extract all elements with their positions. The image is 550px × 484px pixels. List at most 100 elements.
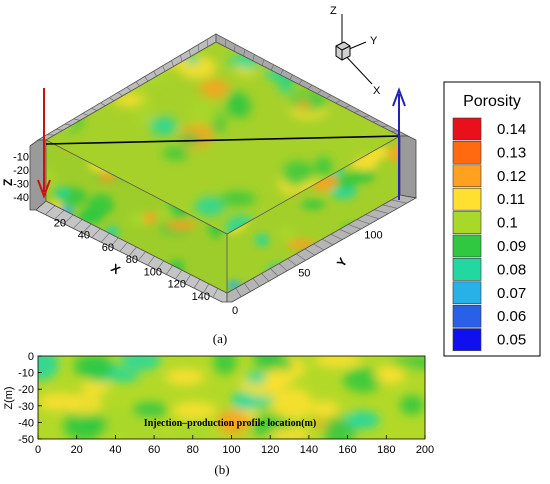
legend-swatch bbox=[452, 281, 482, 305]
legend-level-label: 0.06 bbox=[497, 308, 526, 325]
orientation-triad bbox=[335, 14, 373, 85]
contour-region bbox=[194, 196, 225, 216]
contour-region bbox=[314, 356, 362, 367]
z-axis-label: Z bbox=[1, 179, 15, 186]
contour-region bbox=[281, 161, 314, 188]
z-tick-label: -40 bbox=[13, 192, 29, 204]
z-axis-ticks: -10-20 -30-40 bbox=[13, 152, 29, 205]
panel-b-caption: (b) bbox=[214, 462, 229, 477]
legend-swatch bbox=[452, 187, 482, 211]
legend-swatch bbox=[452, 258, 482, 281]
contour-region bbox=[328, 68, 353, 88]
profile-x-tick-label: 60 bbox=[148, 444, 160, 456]
triad-label-x: X bbox=[373, 85, 381, 97]
y-tick-label: 100 bbox=[364, 230, 382, 242]
contour-region bbox=[314, 156, 333, 177]
contour-region bbox=[226, 89, 243, 118]
legend-swatch bbox=[452, 304, 482, 328]
contour-region bbox=[178, 133, 203, 146]
contour-region bbox=[149, 116, 178, 136]
contour-region bbox=[290, 45, 315, 65]
contour-region bbox=[165, 369, 205, 385]
injection-well-arrow bbox=[37, 88, 51, 199]
profile-y-tick-label: -10 bbox=[18, 368, 34, 380]
contour-region bbox=[125, 416, 164, 439]
x-axis-label: X bbox=[108, 261, 123, 277]
contour-region bbox=[213, 356, 237, 375]
legend-swatch bbox=[452, 328, 482, 351]
contour-region bbox=[400, 395, 424, 415]
contour-region bbox=[134, 98, 153, 125]
x-tick-label: 20 bbox=[54, 217, 66, 229]
contour-region bbox=[166, 220, 197, 231]
contour-region bbox=[356, 273, 375, 288]
contour-region bbox=[199, 79, 230, 98]
profile-x-tick-label: 40 bbox=[109, 444, 121, 456]
legend-level-label: 0.05 bbox=[497, 332, 526, 349]
contour-region bbox=[84, 356, 113, 381]
contour-region bbox=[301, 199, 325, 210]
profile-y-ticks: 0 -10 -20 -30 -40 -50 bbox=[18, 351, 42, 446]
contour-region bbox=[38, 393, 82, 411]
contour-region bbox=[217, 409, 250, 435]
contour-region bbox=[94, 277, 123, 293]
contour-region bbox=[162, 147, 190, 160]
contour-region bbox=[54, 90, 83, 103]
profile-x-tick-label: 20 bbox=[71, 444, 83, 456]
contour-region bbox=[119, 356, 162, 371]
profile-annotation: Injection–production profile location(m) bbox=[144, 418, 316, 429]
profile-y-tick-label: -50 bbox=[18, 434, 34, 446]
contour-region bbox=[80, 206, 104, 223]
contour-region bbox=[344, 411, 380, 429]
profile-y-axis-label: Z(m) bbox=[3, 386, 15, 409]
profile-x-tick-label: 100 bbox=[222, 444, 240, 456]
contour-region bbox=[228, 57, 244, 67]
legend-swatch bbox=[452, 234, 482, 258]
profile-y-tick-label: -30 bbox=[18, 401, 34, 413]
x-axis-ticks: 20 40 60 80 100 120 140 bbox=[54, 217, 210, 303]
contour-region bbox=[62, 73, 86, 86]
contour-region bbox=[272, 387, 314, 420]
profile-x-tick-label: 0 bbox=[35, 444, 41, 456]
profile-x-tick-label: 160 bbox=[338, 444, 356, 456]
contour-region bbox=[270, 428, 310, 439]
legend-level-label: 0.08 bbox=[497, 261, 526, 278]
panel-a-caption: (a) bbox=[213, 331, 227, 346]
contour-region bbox=[144, 212, 156, 224]
y-axis-label: Y bbox=[334, 255, 350, 270]
profile-line bbox=[45, 135, 401, 145]
x-tick-label: 100 bbox=[144, 266, 162, 278]
contour-region bbox=[253, 356, 280, 373]
profile-x-ticks: 0 20 40 60 80 100 120 140 160 180 200 bbox=[35, 435, 434, 456]
contour-region bbox=[171, 414, 212, 439]
colorbar-legend: Porosity 0.14 0.13 0.12 0.11 0.1 0.09 0.08 0.07… bbox=[443, 81, 541, 357]
profile-x-tick-label: 80 bbox=[187, 444, 199, 456]
contour-region bbox=[172, 401, 217, 420]
contour-region bbox=[345, 279, 376, 293]
contour-region bbox=[375, 366, 405, 384]
x-tick-label: 80 bbox=[126, 254, 138, 266]
contour-region bbox=[91, 254, 114, 271]
legend-swatch bbox=[452, 117, 482, 141]
z-tick-label: -20 bbox=[13, 165, 29, 177]
legend-level-label: 0.12 bbox=[497, 168, 526, 185]
x-tick-label: 40 bbox=[78, 230, 90, 242]
contour-region bbox=[219, 191, 257, 206]
contour-region bbox=[298, 100, 310, 110]
profile-x-tick-label: 120 bbox=[261, 444, 279, 456]
profile-x-tick-label: 200 bbox=[416, 444, 434, 456]
legend-swatch bbox=[452, 141, 482, 164]
contour-region bbox=[343, 368, 383, 393]
legend-level-label: 0.1 bbox=[497, 215, 518, 232]
wall-hatching bbox=[45, 39, 407, 298]
contour-region bbox=[132, 402, 168, 418]
contour-region bbox=[157, 208, 173, 219]
legend-swatch bbox=[452, 211, 482, 234]
profile-x-tick-label: 180 bbox=[377, 444, 395, 456]
legend-level-label: 0.13 bbox=[497, 144, 526, 161]
legend-level-label: 0.09 bbox=[497, 238, 526, 255]
contour-region bbox=[279, 83, 293, 93]
contour-region bbox=[232, 398, 260, 410]
contour-region bbox=[38, 356, 59, 381]
